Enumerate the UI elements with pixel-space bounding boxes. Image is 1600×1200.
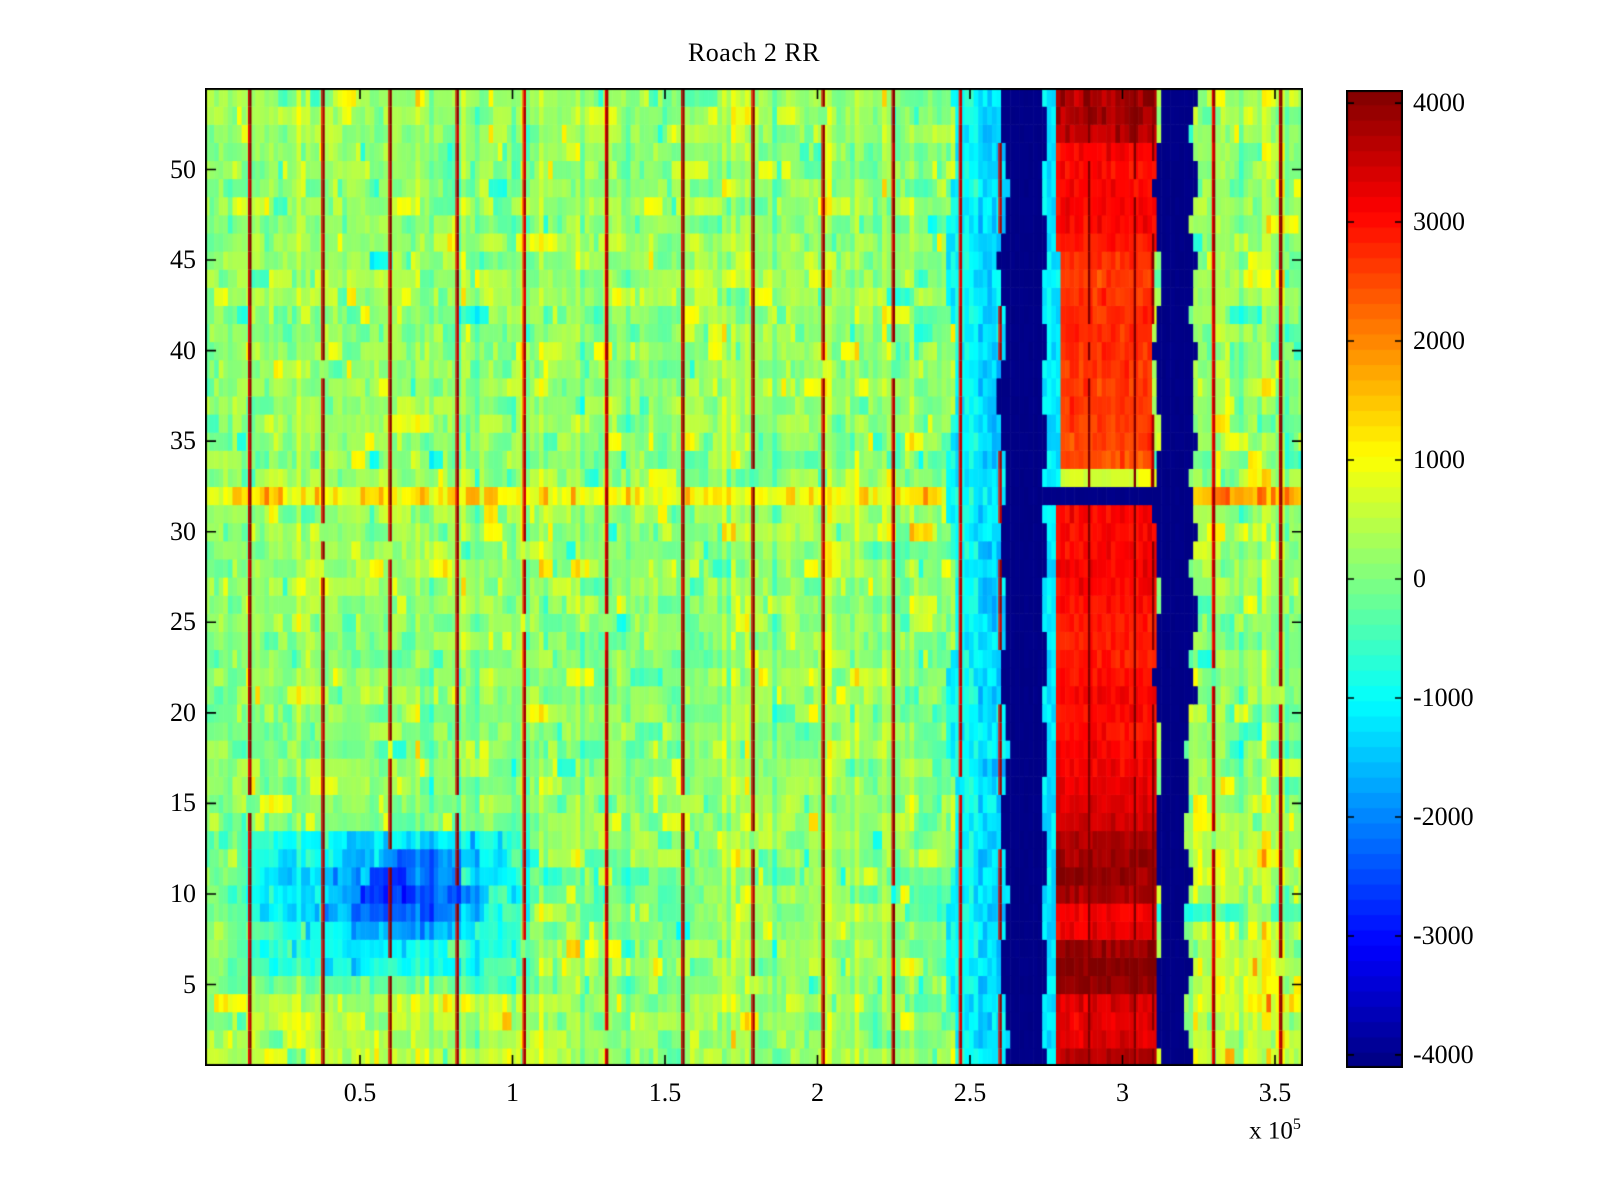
- y-tick-label: 45: [170, 245, 196, 275]
- y-tick-label: 50: [170, 154, 196, 184]
- y-tick-label: 20: [170, 697, 196, 727]
- y-tick-label: 25: [170, 607, 196, 637]
- y-tick-label: 10: [170, 878, 196, 908]
- colorbar-tick-label: 0: [1413, 564, 1426, 593]
- colorbar-tick-label: 3000: [1413, 207, 1465, 237]
- y-tick-label: 35: [170, 426, 196, 456]
- y-tick-label: 30: [170, 516, 196, 546]
- colorbar: [1346, 90, 1403, 1068]
- heatmap-plot: [205, 88, 1303, 1066]
- x-tick-label: 2.5: [953, 1078, 987, 1107]
- colorbar-tick-label: -3000: [1413, 920, 1474, 950]
- x-tick-label: 1: [506, 1078, 519, 1107]
- colorbar-tick-label: 2000: [1413, 326, 1465, 356]
- y-tick-label: 5: [183, 969, 196, 999]
- x-axis-multiplier-label: x 105: [1195, 1116, 1355, 1145]
- colorbar-tick-label: -2000: [1413, 801, 1474, 831]
- y-tick-label: 40: [170, 335, 196, 365]
- x-axis-multiplier-exponent: 5: [1292, 1116, 1301, 1133]
- x-tick-label: 3: [1116, 1078, 1129, 1107]
- x-tick-label: 0.5: [343, 1078, 377, 1107]
- x-axis-multiplier-base: x 10: [1249, 1117, 1293, 1145]
- x-tick-label: 1.5: [648, 1078, 682, 1107]
- colorbar-tick-label: -4000: [1413, 1039, 1474, 1069]
- chart-title: Roach 2 RR: [687, 38, 821, 67]
- x-tick-label: 3.5: [1258, 1078, 1292, 1107]
- colorbar-tick-label: -1000: [1413, 682, 1474, 712]
- y-tick-label: 15: [170, 788, 196, 818]
- colorbar-tick-label: 4000: [1413, 88, 1465, 118]
- x-tick-label: 2: [811, 1078, 824, 1107]
- colorbar-tick-label: 1000: [1413, 445, 1465, 475]
